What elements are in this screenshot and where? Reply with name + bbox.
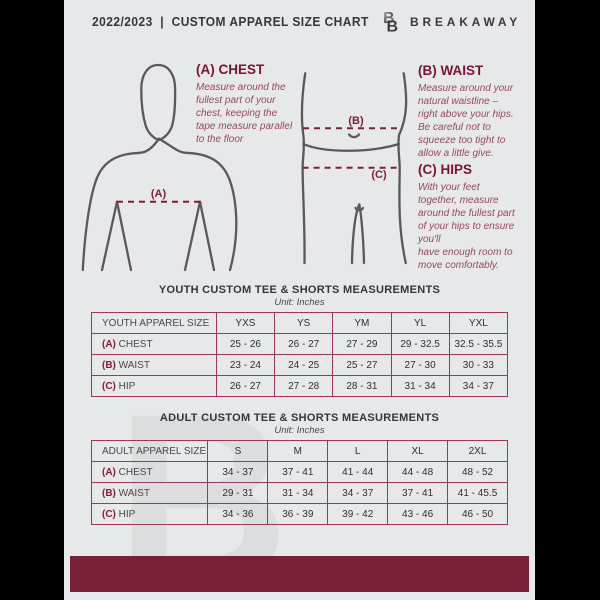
svg-text:B: B bbox=[387, 19, 399, 35]
svg-text:(B): (B) bbox=[348, 115, 364, 127]
svg-text:(A): (A) bbox=[151, 188, 167, 200]
svg-text:(C): (C) bbox=[371, 169, 387, 181]
